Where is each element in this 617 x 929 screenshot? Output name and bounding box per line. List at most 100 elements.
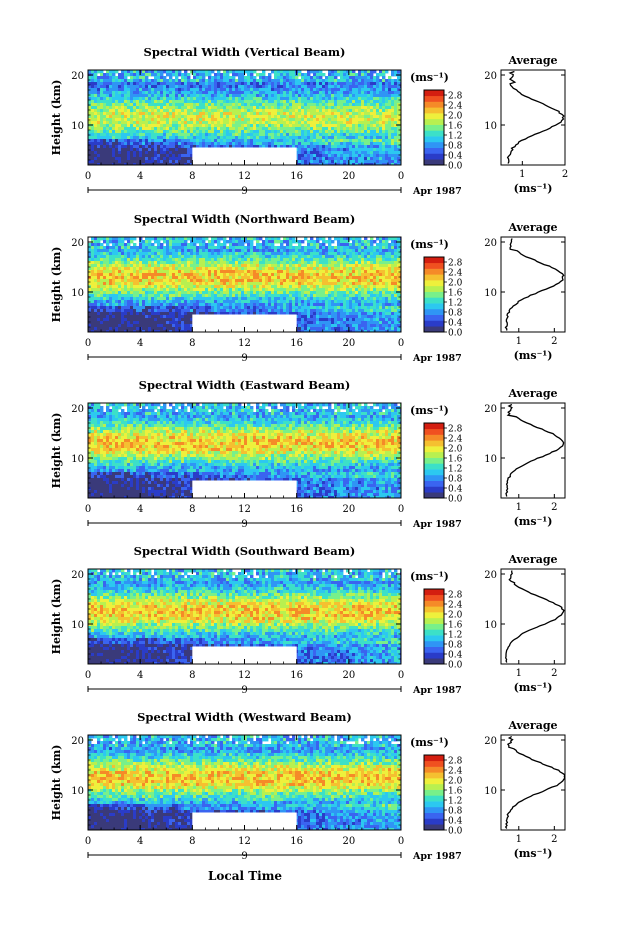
no-data-region [192,480,297,498]
x-tick-label: 0 [85,504,91,515]
colorbar-step [424,457,444,464]
colorbar-step [424,589,444,596]
colorbar-unit: (ms⁻¹) [410,736,449,749]
y-tick-label: 20 [71,238,84,249]
x-tick-label: 20 [342,504,355,515]
colorbar-tick-label: 2.4 [448,435,463,445]
colorbar-step [424,492,444,499]
colorbar-tick-label: 1.2 [448,631,462,641]
colorbar-tick-label: 0.0 [448,162,463,172]
average-profile: Average 1 2 20 10 (ms⁻¹) [484,553,566,694]
colorbar-step [424,291,444,298]
colorbar-unit: (ms⁻¹) [410,404,449,417]
panel-title: Spectral Width (Vertical Beam) [144,45,346,59]
colorbar-step [424,280,444,287]
date-label: Apr 1987 [412,519,462,530]
x-tick-label: 0 [398,171,404,182]
average-x-label: (ms⁻¹) [514,349,553,362]
colorbar-tick-label: 1.2 [448,465,462,475]
x-tick-label: 0 [85,171,91,182]
colorbar-tick-label: 0.0 [448,329,463,339]
colorbar-step [424,480,444,487]
average-title: Average [507,719,557,732]
y-tick-label: 20 [71,736,84,747]
colorbar-tick-label: 0.8 [448,309,463,319]
y-tick-label: 10 [71,786,84,797]
colorbar-step [424,824,444,831]
panel-4: Spectral Width (Southward Beam) Height (k… [50,544,566,696]
average-y-tick-label: 10 [484,786,497,797]
average-y-tick-label: 10 [484,454,497,465]
colorbar-step [424,658,444,665]
colorbar-tick-label: 2.8 [448,757,463,767]
colorbar-tick-label: 0.4 [448,651,463,661]
colorbar-step [424,629,444,636]
colorbar-step [424,594,444,601]
colorbar-step [424,623,444,630]
x-tick-label: 4 [137,836,143,847]
colorbar-step [424,652,444,659]
y-axis-label: Height (km) [50,80,63,156]
colorbar-step [424,474,444,481]
colorbar-tick-label: 2.0 [448,445,463,455]
colorbar-unit: (ms⁻¹) [410,71,449,84]
colorbar-step [424,446,444,453]
colorbar-step [424,801,444,808]
colorbar-tick-label: 2.8 [448,259,463,269]
date-label: Apr 1987 [412,353,462,364]
x-tick-label: 4 [137,338,143,349]
average-x-tick-label: 1 [516,834,522,845]
y-tick-label: 20 [71,570,84,581]
colorbar-step [424,612,444,619]
colorbar-tick-label: 0.4 [448,152,463,162]
average-x-label: (ms⁻¹) [514,515,553,528]
colorbar-tick-label: 0.8 [448,475,463,485]
colorbar-tick-label: 1.2 [448,299,462,309]
colorbar-tick-label: 2.4 [448,601,463,611]
colorbar-step [424,136,444,143]
average-x-tick-label: 1 [516,668,522,679]
average-y-tick-label: 20 [484,404,497,415]
x-tick-label: 0 [85,670,91,681]
average-profile: Average 1 2 20 10 (ms⁻¹) [484,387,566,528]
average-curve [504,238,565,331]
colorbar: (ms⁻¹) 2.82.42.01.61.20.80.40.0 [410,404,463,505]
colorbar-step [424,428,444,435]
average-y-tick-label: 10 [484,288,497,299]
colorbar-step [424,147,444,154]
no-data-region [192,314,297,332]
date-axis: 9 Apr 1987 [87,851,462,862]
no-data-region [192,812,297,830]
colorbar-step [424,463,444,470]
date-label: Apr 1987 [412,186,462,197]
colorbar-step [424,130,444,137]
colorbar-step [424,755,444,762]
date-day: 9 [241,353,247,364]
colorbar-step [424,314,444,321]
colorbar-step [424,118,444,125]
x-tick-label: 0 [398,338,404,349]
colorbar-step [424,308,444,315]
colorbar-step [424,153,444,160]
colorbar-step [424,469,444,476]
average-x-label: (ms⁻¹) [514,681,553,694]
colorbar-tick-label: 2.8 [448,591,463,601]
colorbar-step [424,423,444,430]
colorbar-tick-label: 2.8 [448,425,463,435]
colorbar-tick-label: 1.6 [448,122,463,132]
heatmap: 0 4 8 12 16 20 0 20 10 [71,734,404,847]
date-day: 9 [241,851,247,862]
average-y-tick-label: 10 [484,620,497,631]
x-tick-label: 4 [137,504,143,515]
colorbar-step [424,778,444,785]
colorbar-tick-label: 0.0 [448,495,463,505]
date-day: 9 [241,685,247,696]
x-tick-label: 12 [238,670,251,681]
average-curve [505,570,565,663]
panel-3: Spectral Width (Eastward Beam) Height (km… [50,378,566,530]
colorbar-tick-label: 2.0 [448,611,463,621]
colorbar-step [424,326,444,333]
y-tick-label: 10 [71,620,84,631]
x-tick-label: 20 [342,171,355,182]
